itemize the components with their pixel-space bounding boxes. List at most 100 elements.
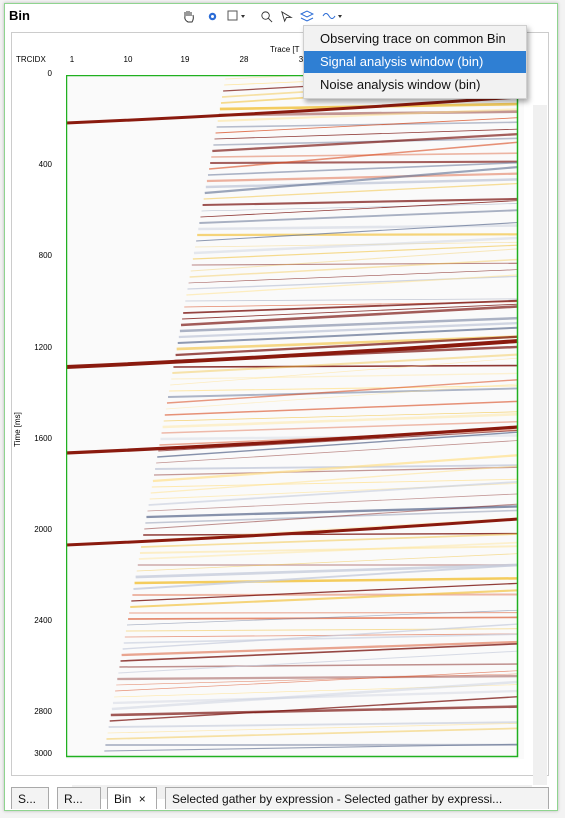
seismic-event-stripe	[201, 203, 519, 212]
seismic-event-stripe	[202, 197, 519, 207]
seismic-event-stripe	[191, 262, 519, 266]
close-icon[interactable]: ×	[138, 792, 146, 806]
seismic-event-stripe	[195, 241, 519, 248]
bin-window: Bin TRCIDX Trace [T Time [ms] 1 10 19	[4, 3, 558, 811]
seismic-event-stripe	[148, 480, 519, 506]
seismic-event-stripe	[115, 670, 519, 692]
seismic-event-stripe	[131, 582, 519, 602]
strong-reflector-stripe	[66, 425, 519, 455]
x-tick-label: 19	[180, 55, 190, 64]
seismic-event-stripe	[210, 160, 519, 165]
seismic-event-stripe	[110, 705, 519, 717]
seismic-event-stripe	[216, 121, 519, 128]
seismic-event-stripe	[138, 541, 519, 560]
wave-dropdown-icon[interactable]	[321, 8, 347, 24]
y-tick-label: 400	[38, 160, 52, 169]
seismic-event-stripe	[116, 673, 519, 686]
seismic-event-stripe	[205, 178, 519, 189]
seismic-event-stripe	[151, 478, 519, 488]
seismic-event-stripe	[132, 593, 519, 596]
seismic-event-stripe	[209, 141, 519, 170]
x-tick-label: 10	[123, 55, 133, 64]
seismic-event-stripe	[164, 400, 519, 416]
seismic-event-stripe	[119, 663, 519, 668]
analysis-context-menu: Observing trace on common Bin Signal ana…	[303, 25, 527, 99]
seismic-event-stripe	[193, 236, 519, 255]
seismic-event-stripe	[123, 633, 519, 644]
seismic-section-image[interactable]	[66, 75, 524, 759]
seismic-event-stripe	[215, 117, 519, 134]
tab-selected-gather[interactable]: Selected gather by expression - Selected…	[165, 787, 549, 809]
strong-reflector-stripe	[66, 339, 519, 369]
seismic-event-stripe	[180, 305, 519, 327]
seismic-event-stripe	[188, 269, 519, 284]
seismic-gather-plot[interactable]: TRCIDX Trace [T Time [ms] 1 10 19 28 3 0…	[11, 32, 549, 799]
pan-hand-icon[interactable]	[181, 8, 197, 24]
y-tick-label: 1200	[34, 343, 52, 352]
x-axis-title: Trace [T	[270, 45, 300, 54]
seismic-event-stripe	[128, 616, 519, 620]
seismic-event-stripe	[178, 321, 519, 339]
tab-s[interactable]: S...	[11, 787, 49, 809]
tab-bin-label: Bin	[114, 792, 132, 806]
seismic-event-stripe	[111, 680, 519, 711]
seismic-event-stripe	[146, 505, 519, 519]
seismic-event-stripe	[186, 274, 519, 296]
seismic-event-stripe	[182, 303, 519, 320]
seismic-event-stripe	[109, 696, 519, 722]
seismic-event-stripe	[217, 108, 519, 123]
seismic-event-stripe	[207, 161, 519, 176]
seismic-event-stripe	[212, 132, 519, 153]
tab-bin[interactable]: Bin ×	[107, 787, 157, 809]
zoom-box-dropdown-icon[interactable]	[226, 8, 252, 24]
seismic-event-stripe	[189, 258, 519, 278]
bottom-tab-strip: S... R... Bin × Selected gather by expre…	[11, 787, 557, 811]
seismic-event-stripe	[225, 75, 321, 80]
menu-item-noise-window[interactable]: Noise analysis window (bin)	[320, 77, 481, 92]
seismic-event-stripe	[147, 493, 519, 512]
y-tick-label: 2800	[34, 707, 52, 716]
seismic-event-stripe	[203, 182, 519, 200]
seismic-event-stripe	[183, 299, 519, 314]
seismic-event-stripe	[199, 209, 519, 224]
seismic-event-stripe	[185, 298, 519, 302]
seismic-event-stripe	[126, 609, 519, 626]
seismic-event-stripe	[143, 532, 519, 536]
seismic-event-stripe	[150, 465, 519, 494]
seismic-event-stripe	[206, 172, 519, 183]
tab-r[interactable]: R...	[57, 787, 101, 809]
seismic-event-stripe	[175, 335, 519, 357]
menu-item-observing-trace[interactable]: Observing trace on common Bin	[320, 31, 506, 46]
seismic-event-stripe	[121, 640, 519, 657]
seismic-event-stripe	[145, 509, 519, 524]
menu-item-signal-window[interactable]: Signal analysis window (bin)	[304, 51, 526, 73]
x-tick-label: 1	[69, 55, 75, 64]
seismic-event-stripe	[190, 248, 519, 272]
seismic-event-stripe	[170, 357, 519, 386]
seismic-event-stripe	[204, 165, 519, 195]
pick-cursor-icon[interactable]	[279, 8, 293, 24]
magnifier-icon[interactable]	[259, 8, 273, 24]
seismic-event-stripe	[162, 412, 519, 429]
seismic-event-stripe	[196, 221, 519, 242]
layers-icon[interactable]	[299, 8, 315, 24]
title-bar: Bin	[5, 4, 557, 28]
seismic-event-stripe	[198, 224, 519, 231]
seismic-event-stripe	[169, 385, 519, 392]
seismic-event-stripe	[197, 233, 519, 237]
seismic-event-stripe	[172, 353, 519, 375]
seismic-event-stripe	[122, 623, 519, 650]
settings-gear-icon[interactable]	[205, 8, 219, 24]
x-axis-header: TRCIDX	[16, 55, 46, 64]
seismic-event-stripe	[179, 316, 519, 333]
window-title: Bin	[9, 8, 30, 23]
seismic-event-stripe	[214, 128, 519, 140]
seismic-event-stripe	[173, 364, 519, 368]
seismic-event-stripe	[157, 431, 519, 458]
seismic-event-stripe	[117, 674, 519, 681]
seismic-event-stripe	[104, 743, 519, 752]
seismic-event-stripe	[112, 689, 519, 705]
vertical-scrollbar[interactable]	[533, 105, 547, 785]
seismic-event-stripe	[134, 577, 519, 585]
seismic-event-stripe	[125, 628, 519, 632]
